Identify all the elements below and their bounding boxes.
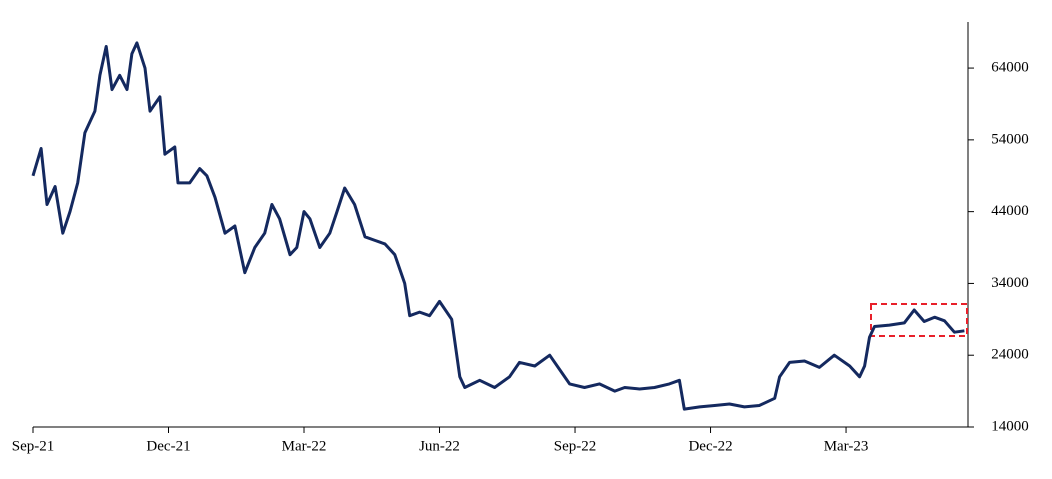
y-tick-label: 44000 — [991, 203, 1029, 219]
y-tick-label: 34000 — [991, 275, 1029, 291]
x-tick-label: Mar-22 — [282, 438, 327, 454]
x-tick-label: Dec-21 — [146, 438, 190, 454]
y-tick-label: 24000 — [991, 347, 1029, 363]
x-tick-label: Sep-22 — [554, 438, 597, 454]
x-tick-label: Mar-23 — [824, 438, 869, 454]
y-tick-label: 64000 — [991, 60, 1029, 76]
highlight-box — [870, 303, 968, 337]
y-tick-label: 54000 — [991, 131, 1029, 147]
x-tick-label: Jun-22 — [419, 438, 460, 454]
price-line — [31, 41, 965, 411]
x-tick-label: Sep-21 — [12, 438, 55, 454]
y-tick-label: 14000 — [991, 418, 1029, 434]
x-tick-label: Dec-22 — [688, 438, 732, 454]
